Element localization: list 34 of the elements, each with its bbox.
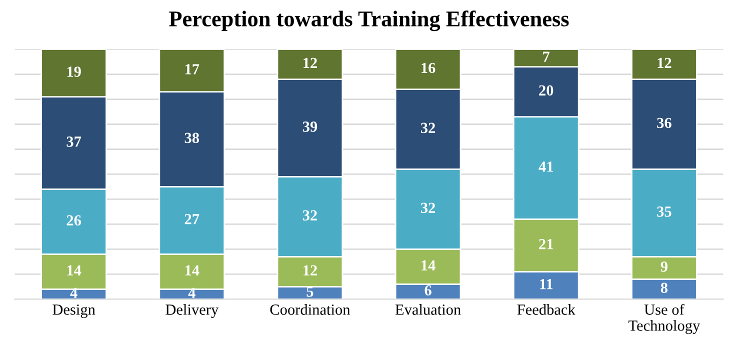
data-label: 27 — [184, 214, 200, 224]
data-label: 20 — [539, 85, 554, 96]
data-label: 36 — [657, 118, 672, 128]
data-label: 14 — [185, 265, 200, 276]
data-label: 21 — [539, 239, 553, 250]
data-label: 9 — [660, 262, 668, 272]
x-tick-label: Evaluation — [395, 304, 461, 315]
data-label: 38 — [184, 132, 200, 144]
data-label: 6 — [424, 285, 432, 296]
x-tick-label: Design — [52, 304, 96, 318]
data-label: 11 — [540, 279, 553, 290]
data-label: 12 — [304, 58, 317, 68]
data-label: 39 — [302, 122, 318, 132]
data-label: 8 — [660, 282, 668, 294]
data-label: 16 — [422, 62, 436, 74]
x-tick-label: Feedback — [517, 304, 576, 315]
data-label: 26 — [66, 215, 81, 226]
data-label: 32 — [420, 122, 436, 134]
data-label: 12 — [658, 58, 672, 68]
data-label: 37 — [66, 136, 82, 147]
x-tick-label: Coordination — [270, 304, 350, 315]
data-label: 14 — [67, 265, 82, 276]
data-label: 17 — [185, 64, 200, 74]
data-label: 14 — [422, 260, 436, 270]
data-label: 7 — [543, 52, 550, 62]
data-label: 12 — [304, 265, 317, 276]
x-tick-label: Delivery — [166, 304, 219, 318]
x-tick-label: Use of Technology — [628, 304, 700, 334]
data-label: 19 — [67, 66, 81, 77]
data-label: 32 — [302, 210, 317, 221]
chart-title: Perception towards Training Effectiveness — [169, 10, 569, 32]
data-label: 41 — [538, 162, 553, 172]
data-label: 32 — [420, 202, 436, 214]
data-label: 35 — [657, 206, 672, 217]
